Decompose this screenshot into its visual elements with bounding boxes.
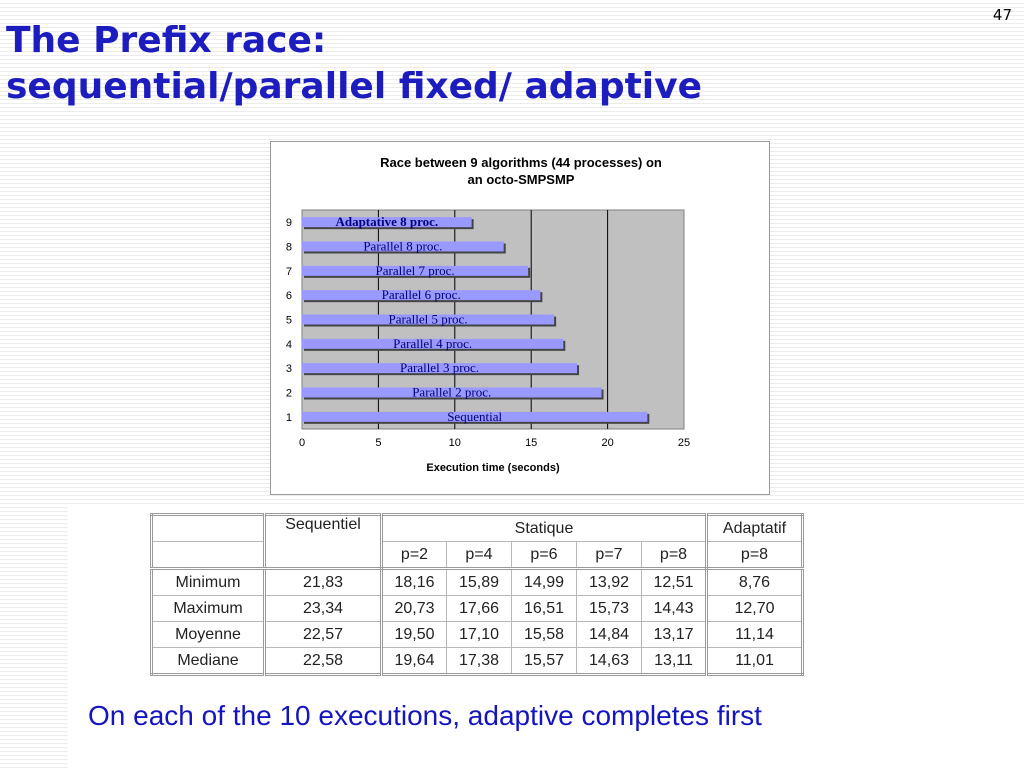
- y-tick-label: 8: [286, 242, 292, 254]
- table-cell: 17,10: [446, 621, 512, 648]
- title-line-2: sequential/parallel fixed/ adaptive: [6, 66, 703, 107]
- bar: [302, 363, 578, 374]
- group-header-statique: Statique: [381, 514, 708, 542]
- table-cell: 17,38: [446, 647, 512, 675]
- subheader-p7: p=7: [576, 541, 642, 570]
- bar-label: Parallel 8 proc.: [363, 239, 442, 254]
- table-cell: 14,63: [576, 647, 642, 675]
- row-label: Mediane: [151, 647, 266, 675]
- y-tick-label: 7: [286, 266, 292, 278]
- row-label: Moyenne: [151, 621, 266, 648]
- table-cell: 15,89: [446, 568, 512, 596]
- bar: [302, 387, 602, 398]
- group-header-adaptatif: Adaptatif: [706, 514, 803, 542]
- x-tick-label: 15: [525, 437, 537, 449]
- subheader-p6: p=6: [511, 541, 577, 570]
- y-tick-label: 5: [286, 315, 292, 327]
- table-corner-cell: [151, 514, 266, 542]
- table-row-maximum: Maximum 23,34 20,73 17,66 16,51 15,73 14…: [151, 595, 803, 622]
- table-cell: 19,50: [381, 621, 447, 648]
- table-subheader-row: p=2 p=4 p=6 p=7 p=8 p=8: [151, 541, 803, 570]
- table-row-minimum: Minimum 21,83 18,16 15,89 14,99 13,92 12…: [151, 568, 803, 596]
- x-axis-label: Execution time (seconds): [426, 462, 560, 474]
- table-header-row: Sequentiel Statique Adaptatif: [151, 514, 803, 570]
- subheader-p2: p=2: [381, 541, 447, 570]
- bar: [302, 411, 648, 422]
- bar: [302, 314, 555, 325]
- table-cell: 18,16: [381, 568, 447, 596]
- bar: [302, 217, 472, 228]
- bar: [302, 241, 504, 252]
- table-cell: 12,51: [641, 568, 708, 596]
- row-label: Minimum: [151, 568, 266, 596]
- y-tick-label: 9: [286, 217, 292, 229]
- row-label: Maximum: [151, 595, 266, 622]
- bar-chart: Race between 9 algorithms (44 processes)…: [270, 141, 770, 495]
- x-tick-label: 5: [375, 437, 381, 449]
- table-cell: 14,84: [576, 621, 642, 648]
- table-cell: 23,34: [264, 595, 383, 622]
- bar-label: Parallel 3 proc.: [400, 360, 479, 375]
- bar-label: Adaptative 8 proc.: [335, 214, 438, 229]
- chart-title-line-2: an octo-SMPSMP: [467, 172, 575, 187]
- table-cell: 14,99: [511, 568, 577, 596]
- table-cell: 22,57: [264, 621, 383, 648]
- subheader-p8: p=8: [641, 541, 708, 570]
- results-table: Sequentiel Statique Adaptatif p=2 p=4 p=…: [150, 513, 804, 676]
- table-cell: 11,01: [706, 647, 803, 675]
- bar-label: Parallel 6 proc.: [382, 287, 461, 302]
- y-tick-label: 1: [286, 412, 292, 424]
- table-cell: 15,58: [511, 621, 577, 648]
- y-tick-label: 3: [286, 363, 292, 375]
- x-tick-label: 0: [299, 437, 305, 449]
- table-cell: 15,73: [576, 595, 642, 622]
- table-cell: 15,57: [511, 647, 577, 675]
- bar-label: Parallel 5 proc.: [389, 312, 468, 327]
- slide-number: 47: [992, 6, 1012, 24]
- table-row-mediane: Mediane 22,58 19,64 17,38 15,57 14,63 13…: [151, 647, 803, 675]
- table-row-moyenne: Moyenne 22,57 19,50 17,10 15,58 14,84 13…: [151, 621, 803, 648]
- y-tick-label: 6: [286, 290, 292, 302]
- group-header-sequentiel: Sequentiel: [264, 514, 383, 570]
- x-tick-label: 20: [601, 437, 613, 449]
- bar: [302, 265, 529, 276]
- y-tick-label: 2: [286, 388, 292, 400]
- slide-caption: On each of the 10 executions, adaptive c…: [88, 700, 762, 731]
- slide-title: The Prefix race: sequential/parallel fix…: [6, 18, 702, 110]
- bar: [302, 290, 541, 301]
- table-cell: 12,70: [706, 595, 803, 622]
- bar-label: Sequential: [447, 409, 502, 424]
- subheader-adaptive-p8: p=8: [706, 541, 803, 570]
- y-tick-label: 4: [286, 339, 292, 351]
- table-corner-cell-lower: [151, 541, 266, 570]
- subheader-p4: p=4: [446, 541, 512, 570]
- x-tick-label: 25: [678, 437, 690, 449]
- table-cell: 14,43: [641, 595, 708, 622]
- table-cell: 21,83: [264, 568, 383, 596]
- table-cell: 13,17: [641, 621, 708, 648]
- table-cell: 20,73: [381, 595, 447, 622]
- table-cell: 22,58: [264, 647, 383, 675]
- chart-title: Race between 9 algorithms (44 processes)…: [271, 154, 771, 188]
- table-cell: 13,92: [576, 568, 642, 596]
- table-cell: 17,66: [446, 595, 512, 622]
- bar-label: Parallel 7 proc.: [376, 263, 455, 278]
- title-line-1: The Prefix race:: [6, 20, 327, 61]
- bar-label: Parallel 2 proc.: [412, 385, 491, 400]
- table-cell: 16,51: [511, 595, 577, 622]
- chart-title-line-1: Race between 9 algorithms (44 processes)…: [380, 155, 662, 170]
- table-cell: 19,64: [381, 647, 447, 675]
- table-cell: 13,11: [641, 647, 708, 675]
- x-tick-label: 10: [449, 437, 461, 449]
- table-cell: 8,76: [706, 568, 803, 596]
- table-cell: 11,14: [706, 621, 803, 648]
- bar-label: Parallel 4 proc.: [393, 336, 472, 351]
- bar: [302, 338, 564, 349]
